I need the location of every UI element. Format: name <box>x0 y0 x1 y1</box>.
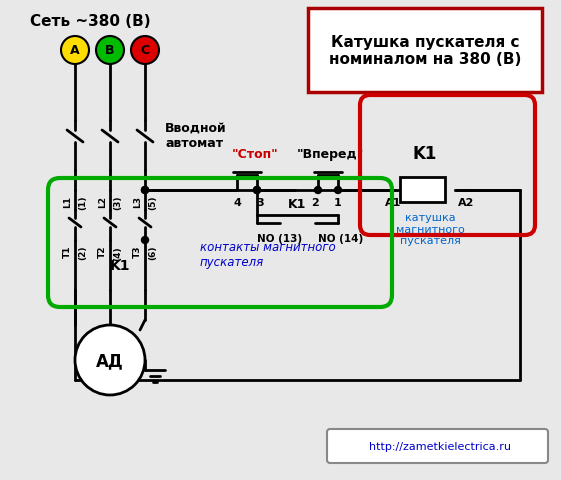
Circle shape <box>254 187 260 194</box>
Text: 3: 3 <box>256 198 264 207</box>
Text: K1: K1 <box>288 198 307 211</box>
Text: Вводной
автомат: Вводной автомат <box>165 122 227 150</box>
Text: Катушка пускателя с
номиналом на 380 (В): Катушка пускателя с номиналом на 380 (В) <box>329 35 521 67</box>
Text: A2: A2 <box>458 198 475 207</box>
Text: контакты магнитного
пускателя: контакты магнитного пускателя <box>200 240 335 268</box>
Text: T1: T1 <box>63 245 72 258</box>
Text: K1: K1 <box>110 258 130 273</box>
Circle shape <box>75 325 145 395</box>
FancyBboxPatch shape <box>308 9 542 93</box>
FancyBboxPatch shape <box>327 429 548 463</box>
Text: L1: L1 <box>63 195 72 207</box>
Text: 1: 1 <box>334 198 342 207</box>
Text: Сеть ~380 (В): Сеть ~380 (В) <box>30 13 150 28</box>
Text: АД: АД <box>96 351 124 369</box>
Text: "Стоп": "Стоп" <box>232 148 278 161</box>
Text: катушка
магнитного
пускателя: катушка магнитного пускателя <box>396 213 465 246</box>
Text: A1: A1 <box>385 198 401 207</box>
Text: 4: 4 <box>233 198 241 207</box>
Circle shape <box>131 37 159 65</box>
Circle shape <box>141 237 149 244</box>
Text: C: C <box>140 45 150 58</box>
Text: (5): (5) <box>148 195 157 210</box>
Circle shape <box>334 187 342 194</box>
Circle shape <box>141 187 149 194</box>
Text: L3: L3 <box>133 195 142 207</box>
Text: 2: 2 <box>311 198 319 207</box>
Text: (3): (3) <box>113 195 122 210</box>
Circle shape <box>315 187 321 194</box>
Text: A: A <box>70 45 80 58</box>
Text: (4): (4) <box>113 245 122 260</box>
Text: L2: L2 <box>98 195 107 207</box>
Text: (1): (1) <box>78 195 87 210</box>
Circle shape <box>426 187 434 194</box>
Text: B: B <box>105 45 115 58</box>
Text: (2): (2) <box>78 245 87 260</box>
Text: K1: K1 <box>413 144 437 163</box>
Text: NO (14): NO (14) <box>318 233 364 243</box>
Text: T3: T3 <box>133 245 142 258</box>
Circle shape <box>96 37 124 65</box>
FancyBboxPatch shape <box>400 178 445 203</box>
Circle shape <box>141 187 149 194</box>
Text: "Вперед": "Вперед" <box>296 148 364 161</box>
Circle shape <box>61 37 89 65</box>
Text: http://zametkielectrica.ru: http://zametkielectrica.ru <box>369 441 511 451</box>
Text: T2: T2 <box>98 245 107 258</box>
Text: (6): (6) <box>148 245 157 260</box>
Circle shape <box>254 187 260 194</box>
Text: NO (13): NO (13) <box>257 233 302 243</box>
